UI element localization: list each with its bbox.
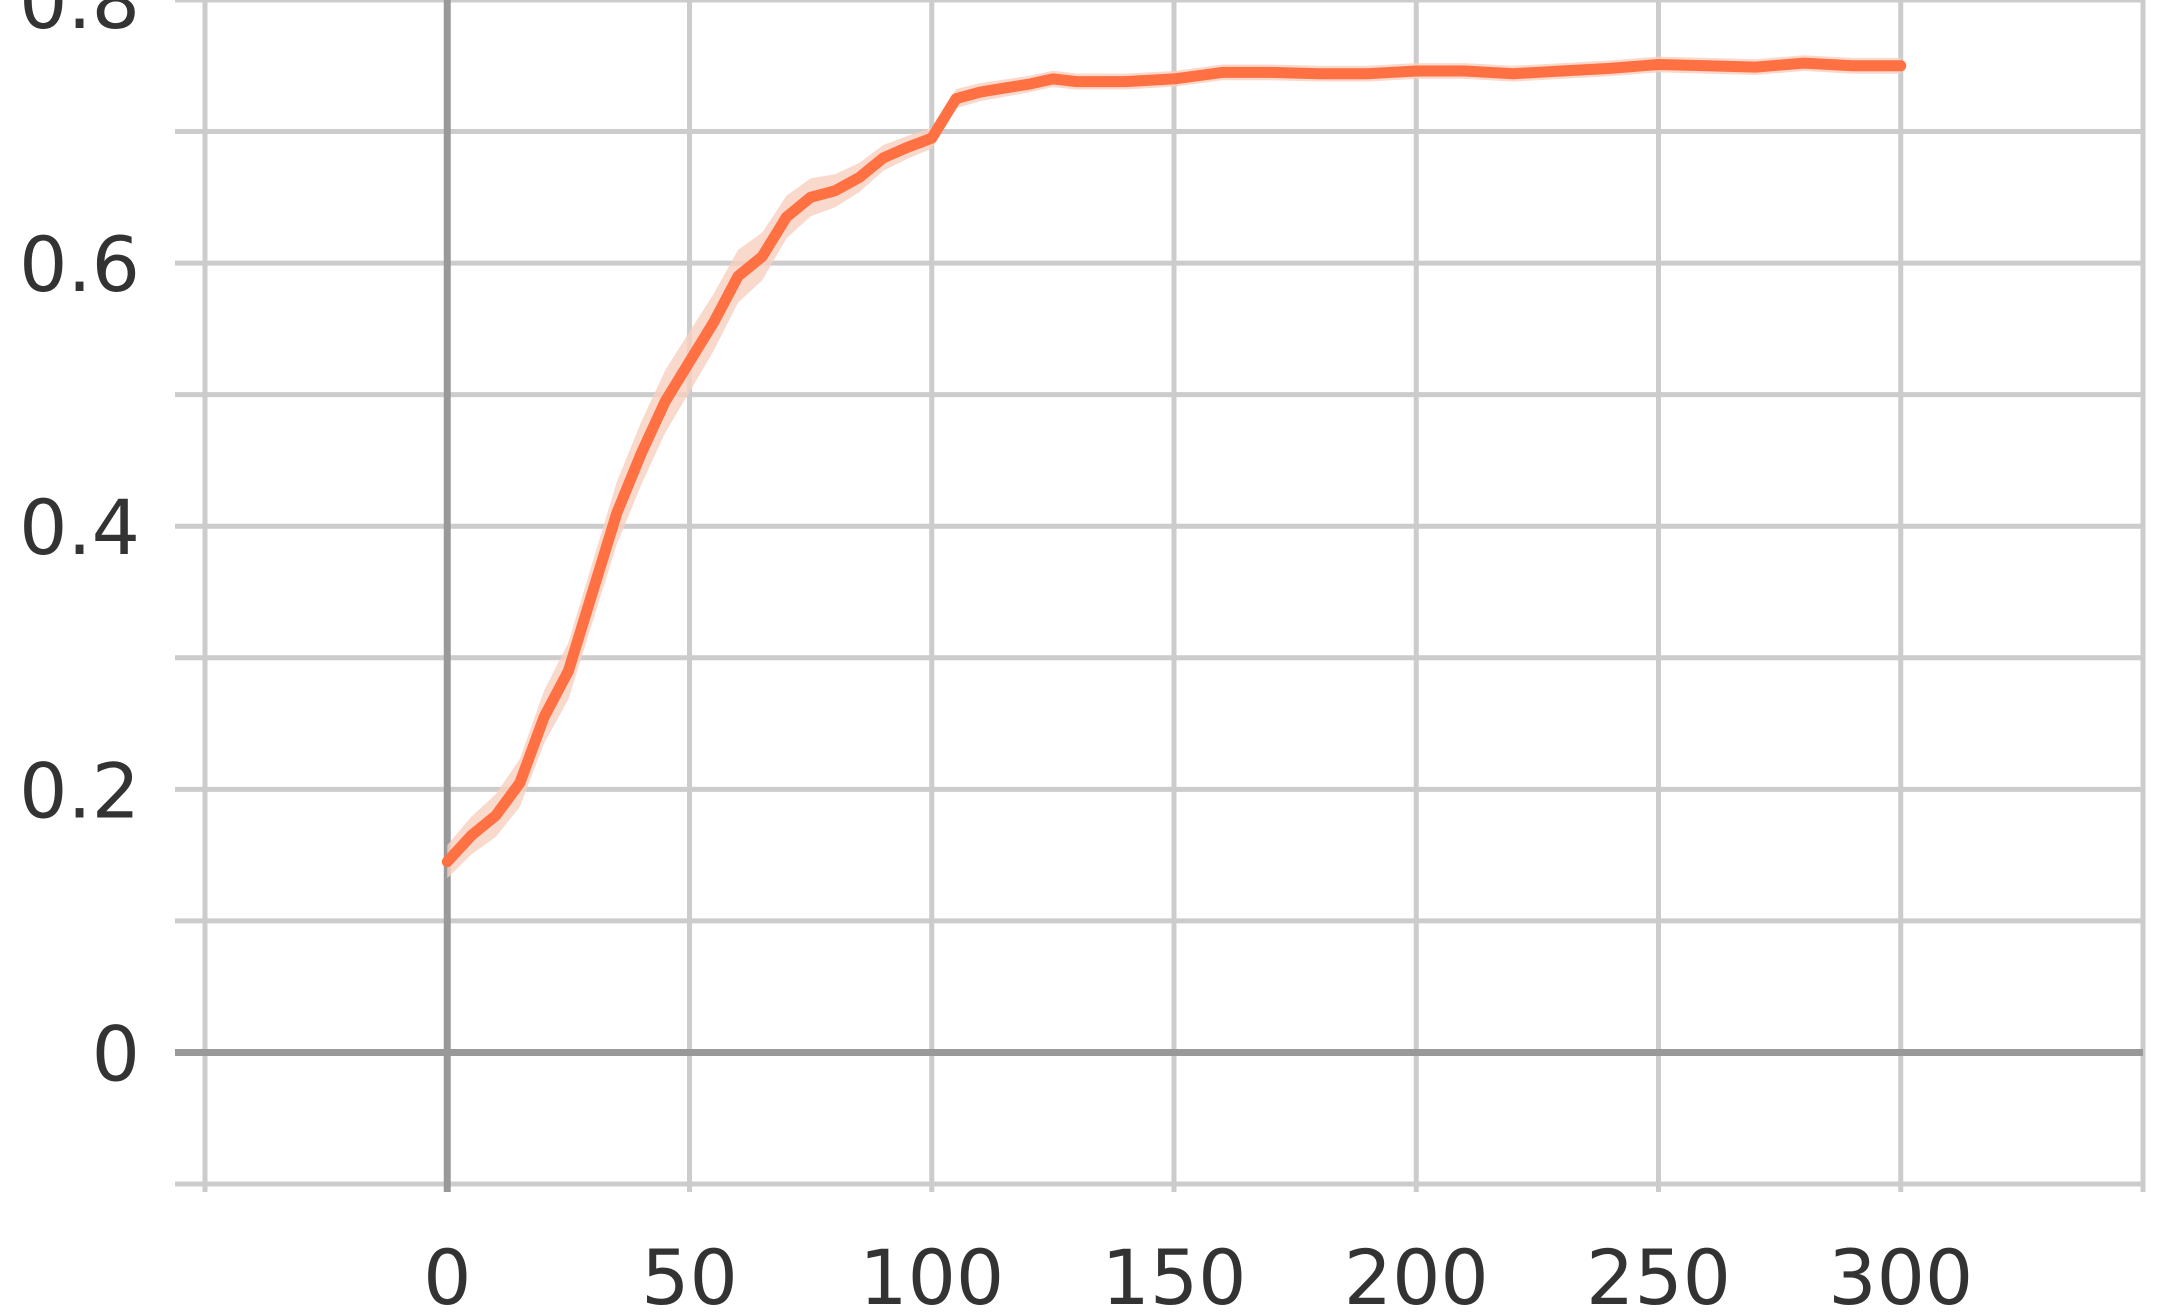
y-tick-label: 0.4	[19, 483, 140, 572]
x-tick-label: 200	[1344, 1233, 1489, 1308]
x-tick-label: 100	[859, 1233, 1004, 1308]
y-tick-label: 0.6	[19, 220, 140, 309]
x-tick-label: 250	[1586, 1233, 1731, 1308]
y-tick-labels: 0 0.2 0.4 0.6 0.8	[19, 0, 140, 1098]
x-tick-labels: 0 50 100 150 200 250 300	[423, 1233, 1973, 1313]
grid	[175, 0, 2146, 1192]
series-lines	[441, 57, 1907, 868]
x-tick-label: 50	[641, 1233, 738, 1308]
y-tick-label: 0.8	[19, 0, 140, 46]
x-tick-label: 0	[423, 1233, 471, 1308]
y-tick-label: 0	[92, 1009, 140, 1098]
x-tick-label: 300	[1828, 1233, 1973, 1308]
x-tick-label: 150	[1101, 1233, 1246, 1308]
axes	[175, 0, 2143, 1192]
series-0-line	[441, 57, 1907, 868]
y-tick-label: 0.2	[19, 746, 140, 835]
